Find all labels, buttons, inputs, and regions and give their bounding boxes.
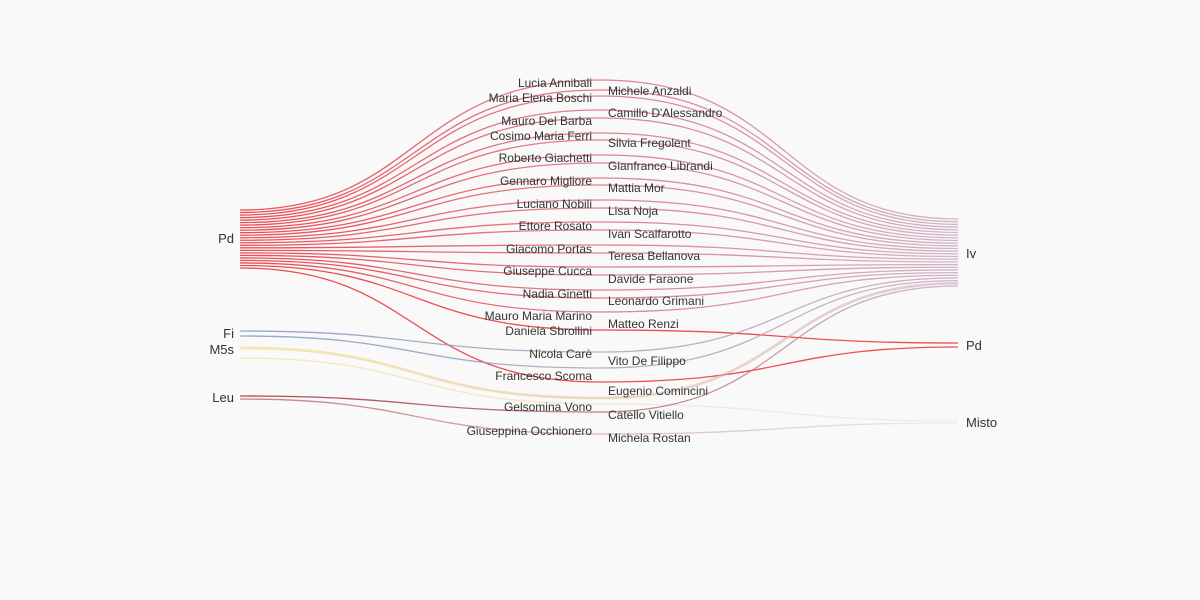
name-label: Mauro Maria Marino bbox=[485, 309, 593, 323]
name-label: Ettore Rosato bbox=[519, 219, 593, 233]
flow-link-fi-to-iv bbox=[239, 279, 959, 369]
flow-link-pd-to-iv bbox=[239, 95, 959, 226]
name-label: Catello Vitiello bbox=[608, 408, 684, 422]
flow-link-pd-to-iv bbox=[239, 249, 959, 263]
flow-link-pd-to-iv bbox=[239, 139, 959, 236]
flow-link-pd-to-iv bbox=[239, 207, 959, 252]
name-label: Eugenio Comincini bbox=[608, 384, 708, 398]
name-label: Gennaro Migliore bbox=[500, 174, 592, 188]
flow-link-pd-to-iv bbox=[239, 89, 959, 223]
name-label: Leonardo Grimani bbox=[608, 294, 704, 308]
name-label: Giacomo Portas bbox=[506, 242, 592, 256]
flow-link-pd-to-iv bbox=[239, 262, 959, 313]
name-label: Nicola Carè bbox=[529, 347, 592, 361]
name-label: Luciano Nobili bbox=[517, 197, 592, 211]
name-label: Michela Rostan bbox=[608, 431, 691, 445]
name-label: Mattia Mor bbox=[608, 181, 665, 195]
flow-link-pd-to-pd bbox=[239, 264, 959, 344]
right-node-label-iv: Iv bbox=[966, 246, 977, 261]
flow-link-pd-to-iv bbox=[239, 109, 959, 228]
name-label: Ivan Scalfarotto bbox=[608, 227, 692, 241]
flow-link-pd-to-iv bbox=[239, 132, 959, 234]
name-label: Lucia Annibali bbox=[518, 76, 592, 90]
nodes: Pd Fi M5s Leu Iv Pd Misto bbox=[209, 231, 997, 430]
flow-links bbox=[239, 79, 959, 435]
name-label: Vito De Filippo bbox=[608, 354, 686, 368]
name-label: Gelsomina Vono bbox=[504, 400, 592, 414]
flow-link-pd-to-iv bbox=[239, 154, 959, 239]
flow-link-leu-to-misto bbox=[239, 398, 959, 435]
flow-link-fi-to-iv bbox=[239, 277, 959, 353]
name-label: Mauro Del Barba bbox=[501, 114, 592, 128]
flow-link-pd-to-iv bbox=[239, 259, 959, 299]
left-node-label-pd: Pd bbox=[218, 231, 234, 246]
name-labels: Lucia Annibali Maria Elena Boschi Mauro … bbox=[467, 76, 723, 445]
flow-link-pd-to-iv bbox=[239, 254, 959, 276]
name-label: Daniela Sbrollini bbox=[505, 324, 592, 338]
name-label: Giuseppe Cucca bbox=[503, 264, 592, 278]
flow-link-pd-to-iv bbox=[239, 199, 959, 250]
left-node-label-leu: Leu bbox=[212, 390, 234, 405]
flow-link-pd-to-iv bbox=[239, 221, 959, 255]
flow-link-pd-to-iv bbox=[239, 252, 959, 268]
name-label: Davide Faraone bbox=[608, 272, 694, 286]
left-node-label-fi: Fi bbox=[223, 326, 234, 341]
flow-link-pd-to-iv bbox=[239, 162, 959, 242]
right-node-label-misto: Misto bbox=[966, 415, 997, 430]
name-label: Cosimo Maria Ferri bbox=[490, 129, 592, 143]
flow-link-pd-to-pd bbox=[239, 267, 959, 383]
name-label: Lisa Noja bbox=[608, 204, 658, 218]
name-label: Nadia Ginetti bbox=[523, 287, 592, 301]
flow-link-m5s-to-misto bbox=[239, 357, 959, 422]
flow-link-pd-to-iv bbox=[239, 229, 959, 258]
flow-link-leu-to-iv bbox=[239, 285, 959, 413]
right-node-label-pd: Pd bbox=[966, 338, 982, 353]
flow-link-pd-to-iv bbox=[239, 177, 959, 244]
flow-link-m5s-to-iv bbox=[239, 282, 959, 400]
name-label: Gianfranco Librandi bbox=[608, 159, 713, 173]
flow-link-pd-to-iv bbox=[239, 244, 959, 260]
name-label: Maria Elena Boschi bbox=[489, 91, 592, 105]
name-label: Matteo Renzi bbox=[608, 317, 679, 331]
flow-link-pd-to-iv bbox=[239, 184, 959, 247]
name-label: Teresa Bellanova bbox=[608, 249, 700, 263]
name-label: Roberto Giachetti bbox=[499, 151, 592, 165]
flow-link-pd-to-iv bbox=[239, 117, 959, 231]
name-label: Michele Anzaldi bbox=[608, 84, 691, 98]
flow-link-pd-to-iv bbox=[239, 79, 959, 220]
flow-link-pd-to-iv bbox=[239, 257, 959, 291]
name-label: Camillo D'Alessandro bbox=[608, 106, 723, 120]
left-node-label-m5s: M5s bbox=[209, 342, 234, 357]
name-label: Silvia Fregolent bbox=[608, 136, 691, 150]
name-label: Giuseppina Occhionero bbox=[467, 424, 593, 438]
name-label: Francesco Scoma bbox=[495, 369, 592, 383]
